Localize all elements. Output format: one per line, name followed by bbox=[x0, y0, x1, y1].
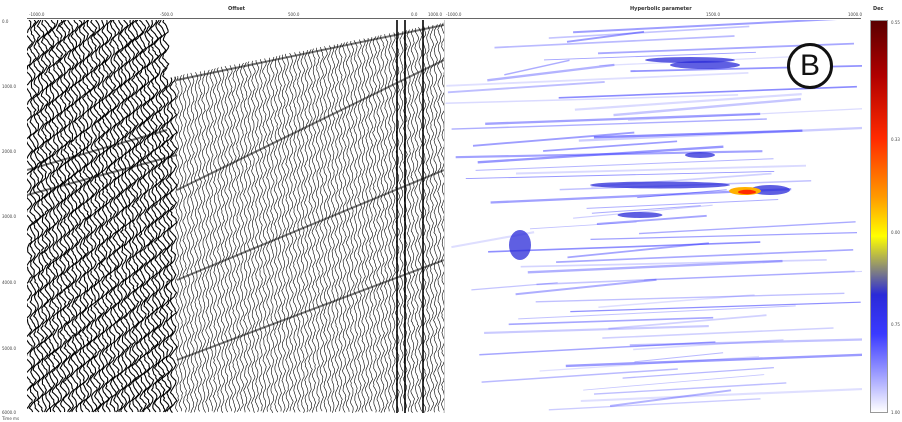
hyperbolic-semblance-panel bbox=[444, 20, 862, 413]
right-x-tick: 1500.0 bbox=[706, 12, 720, 17]
colorbar-tick: 0.55 bbox=[891, 20, 900, 25]
right-x-tick: -1000.0 bbox=[446, 12, 462, 17]
seismic-traces bbox=[27, 20, 444, 413]
left-x-tick: 500.0 bbox=[288, 12, 300, 17]
y-tick: 4000.0 bbox=[2, 280, 16, 285]
left-x-tick: 0.0 bbox=[411, 12, 418, 17]
colorbar-tick: 0.00 bbox=[891, 230, 900, 235]
y-tick: 0.0 bbox=[2, 19, 9, 24]
colorbar-tick: 0.75 bbox=[891, 322, 900, 327]
y-tick: 6000.0 bbox=[2, 410, 16, 415]
colorbar-title: Dec bbox=[873, 6, 884, 12]
left-axis-title: Offset bbox=[228, 6, 246, 12]
left-x-tick: -500.0 bbox=[160, 12, 173, 17]
semblance-image bbox=[445, 20, 862, 411]
colorbar-tick: 1.00 bbox=[891, 410, 900, 415]
y-axis-unit: Time ms bbox=[2, 416, 20, 421]
right-x-tick: 1000.0 bbox=[848, 12, 862, 17]
y-tick: 5000.0 bbox=[2, 346, 16, 351]
panel-marker-badge: B bbox=[787, 43, 833, 89]
y-tick: 1000.0 bbox=[2, 84, 16, 89]
y-tick: 3000.0 bbox=[2, 214, 16, 219]
left-x-tick: -1000.0 bbox=[29, 12, 45, 17]
colorbar bbox=[870, 20, 888, 413]
colorbar-tick: 0.33 bbox=[891, 137, 900, 142]
top-axis-line bbox=[27, 18, 861, 19]
seismic-gather-panel bbox=[27, 20, 444, 413]
y-tick: 2000.0 bbox=[2, 149, 16, 154]
left-x-tick: 1000.0 bbox=[428, 12, 442, 17]
right-axis-title: Hyperbolic parameter bbox=[630, 6, 692, 12]
